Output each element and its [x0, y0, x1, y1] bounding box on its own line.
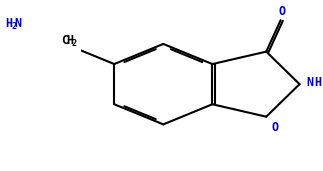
Text: 2: 2	[12, 22, 16, 31]
Text: H: H	[6, 17, 13, 30]
Text: H: H	[315, 76, 322, 89]
Text: O: O	[271, 121, 278, 134]
Text: N: N	[15, 17, 22, 30]
Text: H: H	[66, 34, 73, 47]
Text: N: N	[306, 76, 313, 89]
Text: O: O	[278, 5, 285, 18]
Text: 2: 2	[71, 39, 76, 48]
Text: C: C	[62, 34, 69, 47]
